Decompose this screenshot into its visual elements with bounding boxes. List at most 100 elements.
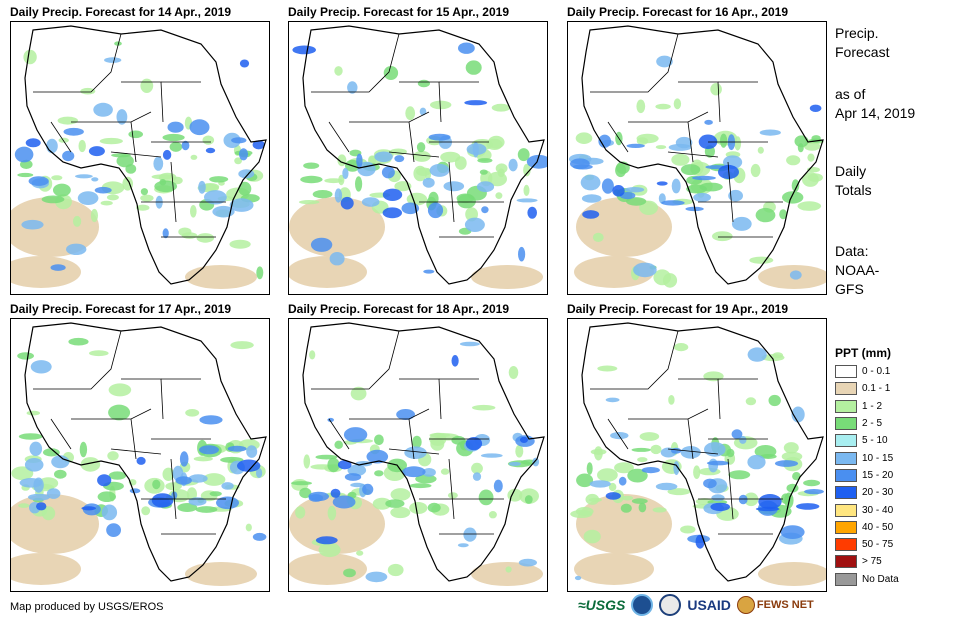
precip-blob [581,194,602,203]
precip-blob [190,205,197,218]
country-border [328,121,350,153]
precip-blob [75,174,93,179]
precip-blob [73,215,82,227]
ppt-legend: PPT (mm) 0 - 0.1 0.1 - 1 1 - 2 2 - 5 5 - 10 1… [835,346,960,588]
precip-blob [758,494,782,510]
precip-blob [637,457,648,463]
partner-logos: ≈USGS USAID FEWS NET [578,594,814,616]
legend-swatch [835,434,857,448]
precip-blob [171,176,183,185]
precip-blob [608,482,617,492]
precip-blob [803,141,821,151]
precip-blob [477,158,493,163]
dry-area-patch [471,265,543,289]
precip-blob [412,435,422,449]
precip-blob [106,523,121,537]
precip-blob [298,200,320,205]
precip-blob [18,433,43,440]
daily-line2: Totals [835,182,872,198]
legend-item: 1 - 2 [835,398,960,415]
precip-map [567,318,827,592]
precip-blob [416,167,431,176]
legend-swatch [835,468,857,482]
precip-blob [641,467,660,474]
country-border [408,418,415,460]
precip-blob [385,499,405,508]
legend-swatch [835,572,857,586]
precip-blob [656,181,668,186]
dry-area-patch [185,265,257,289]
precip-blob [21,219,44,230]
precip-blob [731,216,752,231]
legend-swatch [835,399,857,413]
precip-blob [94,186,112,194]
country-border [727,161,734,223]
precip-blob [739,435,747,444]
precip-blob [292,45,316,55]
precip-blob [343,427,368,443]
precip-blob [342,167,349,180]
precip-blob [231,137,247,144]
precip-blob [136,456,146,465]
precip-blob [347,81,358,94]
dry-area-patch [289,553,367,585]
precip-blob [366,449,389,464]
precip-blob [612,185,625,197]
country-border [388,151,440,158]
precip-blob [18,503,30,508]
precip-blob [159,179,167,186]
precip-blob [605,397,620,403]
precip-blob [789,270,802,280]
precip-blob [728,470,751,480]
precip-blob [167,121,184,133]
precip-blob [478,489,494,506]
precip-blob [140,78,154,93]
legend-label: 0.1 - 1 [862,383,891,395]
precip-blob [419,107,427,116]
country-border [130,418,137,460]
precip-blob [252,140,265,150]
precip-blob [212,205,235,218]
precip-blob [517,148,530,162]
precip-blob [78,139,86,153]
precip-blob [797,201,822,211]
precip-blob [673,343,689,352]
precip-blob [88,146,105,157]
precip-blob [309,350,316,360]
sidebar-asof: as of Apr 14, 2019 [835,85,915,123]
precip-blob [515,444,524,458]
precip-blob [362,483,374,495]
precip-blob [66,243,87,255]
precip-blob [440,468,450,475]
precip-blob [308,494,324,502]
precip-blob [476,181,495,193]
precip-blob [79,441,88,458]
precip-blob [327,457,340,473]
country-border [667,151,719,158]
precip-blob [447,492,458,499]
precip-blob [471,462,483,474]
map-panel-3: Daily Precip. Forecast for 16 Apr., 2019 [567,5,827,297]
precip-blob [30,360,52,374]
precip-blob [639,432,660,441]
precip-blob [221,482,234,490]
precip-blob [508,366,519,379]
precip-blob [731,429,743,439]
precip-blob [463,527,477,542]
precip-blob [291,481,312,486]
precip-blob [803,479,821,487]
precip-blob [532,457,540,467]
precip-blob [24,458,44,472]
precip-blob [329,252,345,266]
precip-blob [570,510,593,518]
country-border [667,448,719,455]
dry-area-patch [758,562,826,586]
precip-blob [523,163,531,177]
source-line2: NOAA- [835,262,880,278]
legend-item: 20 - 30 [835,484,960,501]
precip-blob [108,383,132,397]
precip-blob [152,479,161,490]
precip-blob [46,488,61,499]
noaa-logo-icon [631,594,654,616]
precip-blob [465,437,483,451]
